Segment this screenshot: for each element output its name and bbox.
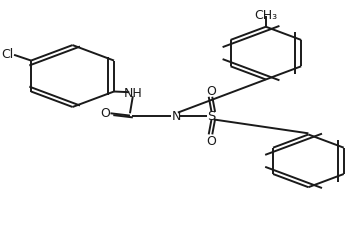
Text: CH₃: CH₃ xyxy=(254,9,277,21)
Text: NH: NH xyxy=(124,87,143,100)
Text: N: N xyxy=(171,109,181,122)
Text: S: S xyxy=(207,109,216,122)
Text: O: O xyxy=(207,134,216,147)
Text: O: O xyxy=(207,85,216,98)
Text: Cl: Cl xyxy=(1,48,14,61)
Text: O: O xyxy=(100,106,110,119)
